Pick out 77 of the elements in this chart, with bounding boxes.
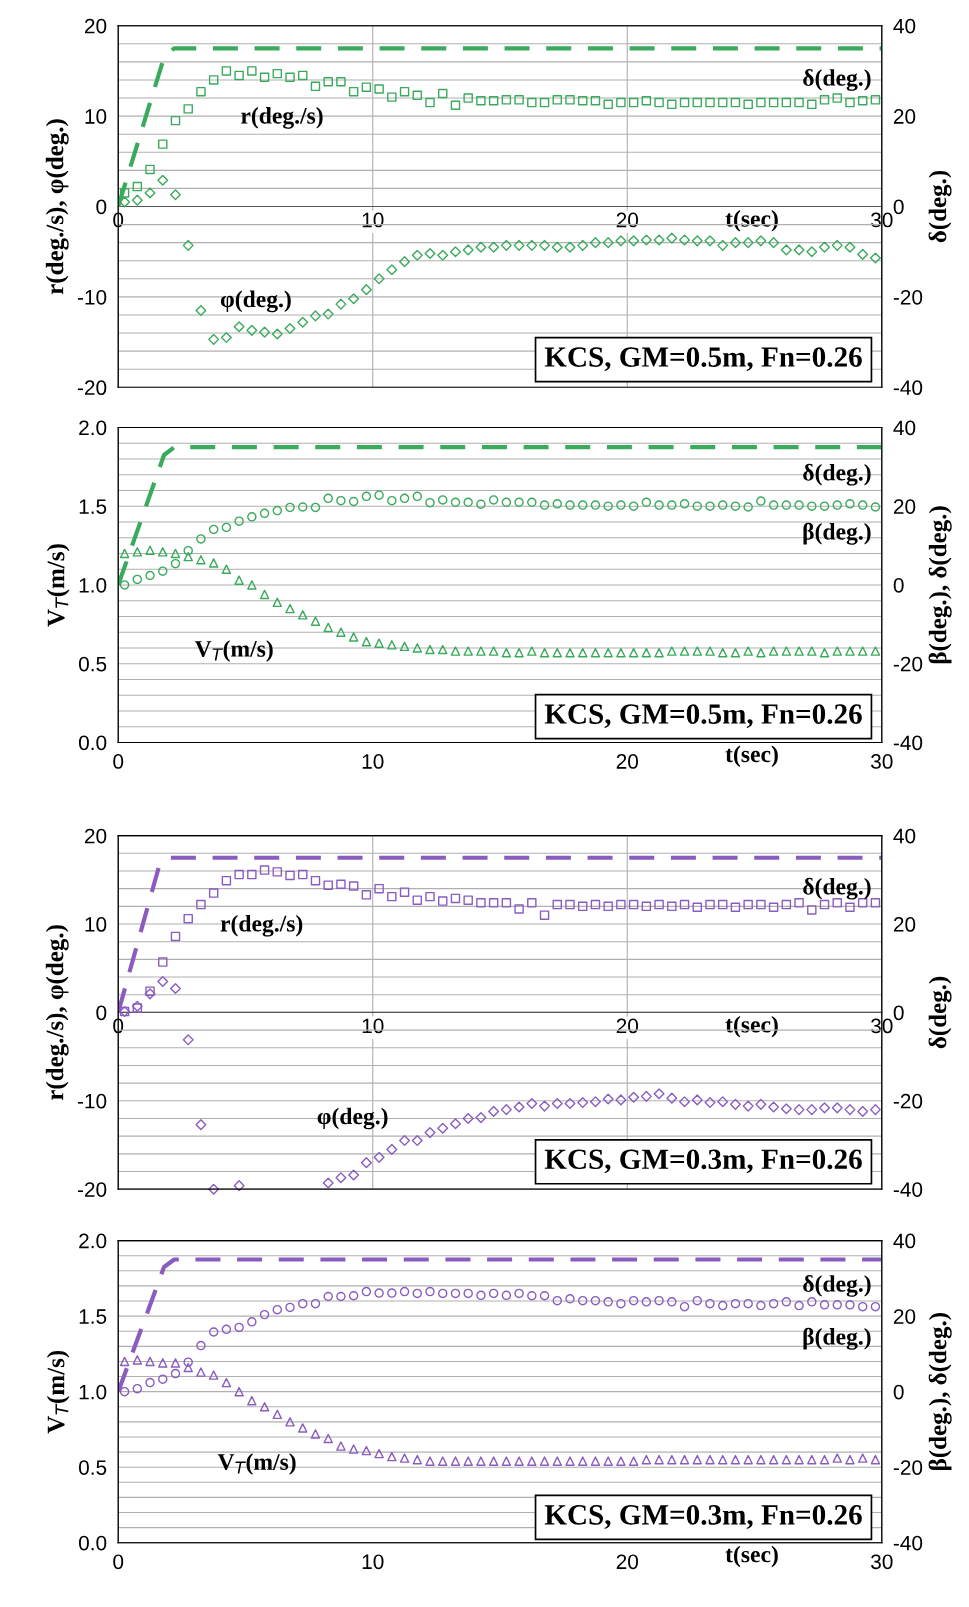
x-tick-label: 0: [113, 754, 124, 769]
x-tick-label: 20: [616, 1554, 639, 1570]
series-label: δ(deg.): [803, 877, 871, 900]
x-tick-label: 10: [362, 754, 384, 769]
y-tick-label: 10: [85, 109, 107, 124]
y-tick-label: 0.5: [78, 1460, 107, 1475]
annotation: KCS, GM=0.3m, Fn=0.26: [544, 1505, 862, 1529]
series-label: φ(deg.): [220, 290, 291, 313]
y2-axis-title: β(deg.), δ(deg.): [928, 1313, 952, 1470]
x-tick-label: 20: [616, 754, 639, 769]
y2-tick-label: 0: [893, 1005, 904, 1021]
series-label: δ(deg.): [803, 69, 871, 91]
y2-tick-label: 20: [893, 499, 916, 514]
annotation: KCS, GM=0.3m, Fn=0.26: [544, 1149, 862, 1174]
x-tick-label: 10: [362, 1018, 384, 1034]
annotation: KCS, GM=0.5m, Fn=0.26: [544, 347, 862, 372]
y2-axis-title: δ(deg.): [928, 976, 952, 1049]
series-label: V$_{T}$(m/s): [217, 1453, 296, 1475]
y-tick-label: 20: [84, 18, 107, 34]
series-label: φ(deg.): [317, 1107, 388, 1130]
y2-tick-label: -40: [893, 1535, 923, 1551]
y-axis-title: r(deg./s), φ(deg.): [45, 925, 69, 1101]
y-tick-label: 1.5: [79, 499, 107, 514]
y-tick-label: 2.0: [79, 420, 107, 436]
x-tick-label: 30: [871, 754, 893, 769]
y2-tick-label: -20: [893, 289, 923, 305]
series-label: V$_{T}$(m/s): [194, 640, 273, 662]
y-tick-label: -20: [77, 1182, 107, 1197]
y-axis-title: V$_{T}$(m/s): [46, 1350, 70, 1434]
y-tick-label: 0: [96, 199, 107, 215]
x-axis-title: t(sec): [725, 1015, 778, 1038]
y-tick-label: -10: [77, 1093, 107, 1109]
y-axis-title: r(deg./s), φ(deg.): [45, 119, 69, 295]
y-tick-label: 0: [96, 1005, 107, 1021]
series-label: β(deg.): [803, 1327, 871, 1350]
y2-tick-label: 40: [893, 18, 916, 34]
y-tick-label: -20: [77, 380, 107, 396]
y2-axis-title: β(deg.), δ(deg.): [928, 506, 952, 664]
y2-tick-label: 20: [893, 109, 916, 124]
x-tick-label: 30: [871, 1554, 893, 1570]
y-tick-label: 10: [85, 917, 107, 932]
series-label: δ(deg.): [803, 463, 871, 486]
series-label: r(deg./s): [241, 107, 323, 129]
y2-tick-label: 0: [893, 199, 904, 215]
y-tick-label: 0.0: [78, 735, 107, 751]
series-label: β(deg.): [803, 522, 871, 545]
y2-tick-label: -40: [893, 735, 923, 751]
y2-tick-label: -40: [893, 1182, 923, 1197]
y2-tick-label: -20: [893, 1460, 923, 1475]
series-label: r(deg./s): [220, 914, 303, 937]
y2-tick-label: 0: [893, 577, 904, 593]
y-tick-label: 20: [84, 828, 107, 844]
y2-tick-label: 40: [893, 828, 916, 844]
y-tick-label: 2.0: [79, 1233, 107, 1249]
y-tick-label: 1.0: [79, 1384, 107, 1400]
y2-tick-label: 40: [893, 420, 916, 436]
x-axis-title: t(sec): [725, 1545, 778, 1568]
y-tick-label: 1.0: [79, 577, 107, 593]
y2-tick-label: 20: [893, 917, 916, 932]
y2-tick-label: 40: [893, 1233, 916, 1249]
y-tick-label: 1.5: [79, 1309, 107, 1324]
y2-tick-label: -40: [893, 380, 923, 396]
x-tick-label: 10: [362, 1554, 384, 1570]
x-tick-label: 0: [113, 1554, 124, 1570]
annotation: KCS, GM=0.5m, Fn=0.26: [544, 704, 862, 729]
y-tick-label: 0.5: [78, 656, 107, 672]
y-axis-title: V$_{T}$(m/s): [46, 544, 70, 627]
x-axis-title: t(sec): [725, 745, 778, 767]
y-tick-label: 0.0: [78, 1535, 107, 1551]
series-label: δ(deg.): [803, 1275, 871, 1297]
y2-tick-label: 0: [893, 1384, 904, 1400]
y2-axis-title: δ(deg.): [928, 170, 952, 243]
y2-tick-label: -20: [893, 656, 923, 672]
x-tick-label: 20: [616, 1018, 639, 1034]
y-tick-label: -10: [77, 289, 107, 305]
y2-tick-label: 20: [893, 1309, 916, 1324]
y2-tick-label: -20: [893, 1093, 923, 1109]
